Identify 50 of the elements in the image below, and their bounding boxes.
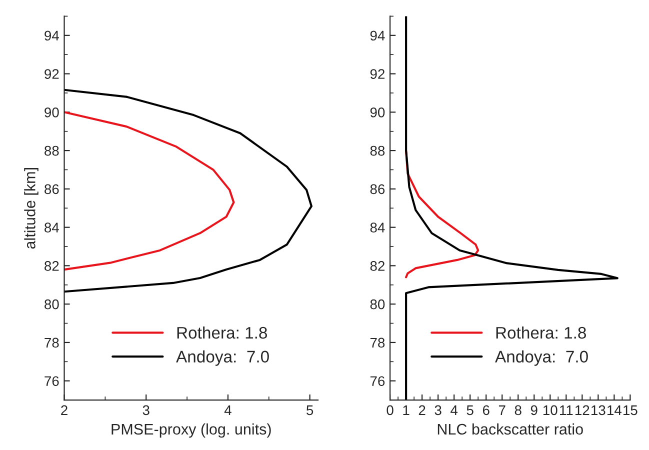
x-tick-label: 4 <box>450 405 458 415</box>
y-tick-label: 82 <box>370 261 384 271</box>
y-tick-label: 94 <box>44 30 59 41</box>
y-axis-title: altitude [km] <box>24 168 38 249</box>
y-tick-label: 88 <box>370 146 385 156</box>
y-tick-label: 92 <box>44 69 59 79</box>
x-tick-label: 1 <box>403 405 410 415</box>
x-tick-label: 4 <box>224 405 232 415</box>
x-tick-label: 6 <box>482 405 490 416</box>
x-tick-label: 7 <box>498 405 506 415</box>
legend-label: Rothera: 1.8 <box>177 326 268 339</box>
x-axis-title: NLC backscatter ratio <box>438 423 583 435</box>
y-tick-label: 92 <box>370 69 384 79</box>
x-tick-label: 8 <box>514 405 522 416</box>
y-tick-label: 90 <box>44 107 59 118</box>
line-series <box>64 88 313 293</box>
y-tick-label: 94 <box>370 30 385 41</box>
x-tick-label: 14 <box>608 405 622 415</box>
x-tick-label: 9 <box>530 405 538 416</box>
x-tick-label: 0 <box>386 405 394 416</box>
x-tick-label: 10 <box>543 405 558 416</box>
legend-label: Rothera: 1.8 <box>496 326 586 339</box>
y-tick-label: 76 <box>44 376 59 386</box>
x-tick-label: 2 <box>61 405 68 415</box>
y-tick-label: 78 <box>44 338 59 348</box>
y-tick-label: 76 <box>370 376 385 386</box>
y-tick-label: 90 <box>370 107 385 118</box>
x-tick-label: 11 <box>560 405 573 415</box>
line-series <box>64 111 235 271</box>
line-series <box>405 16 618 400</box>
y-tick-label: 84 <box>370 222 385 232</box>
y-tick-label: 82 <box>44 261 59 271</box>
y-tick-label: 84 <box>44 222 59 232</box>
x-tick-label: 5 <box>466 405 474 416</box>
y-tick-label: 88 <box>44 146 59 156</box>
legend-label: Andoya: 7.0 <box>495 350 588 366</box>
x-tick-label: 13 <box>591 405 606 416</box>
x-tick-label: 5 <box>306 405 314 416</box>
y-tick-label: 78 <box>370 338 385 348</box>
legend-label: Andoya: 7.0 <box>176 350 269 366</box>
x-tick-label: 3 <box>142 405 150 416</box>
y-tick-label: 86 <box>44 184 59 194</box>
y-tick-label: 80 <box>44 299 59 310</box>
x-tick-label: 2 <box>418 405 426 415</box>
x-tick-label: 12 <box>575 405 590 415</box>
x-tick-label: 15 <box>624 405 638 416</box>
x-tick-label: 3 <box>434 405 442 416</box>
x-axis-title: PMSE-proxy (log. units) <box>112 423 271 438</box>
y-tick-label: 80 <box>370 299 385 310</box>
y-tick-label: 86 <box>370 184 385 194</box>
